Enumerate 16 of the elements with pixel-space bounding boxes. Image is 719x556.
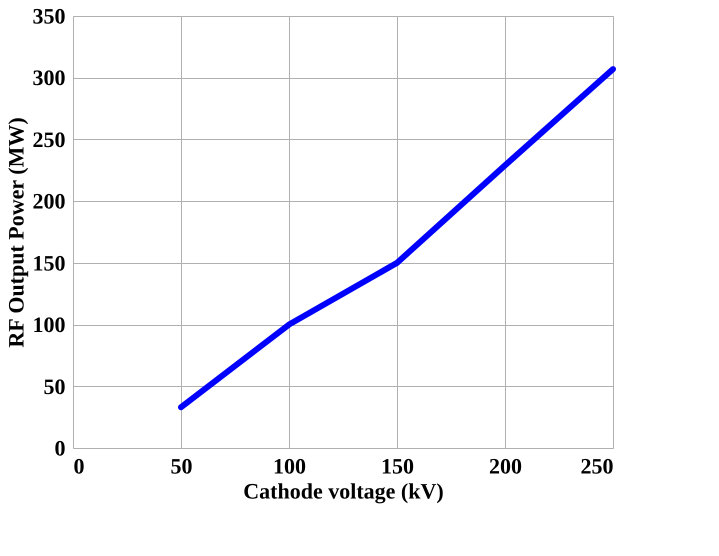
x-tick-label: 50 <box>170 454 192 478</box>
x-tick-label: 200 <box>489 454 522 478</box>
y-axis-title: RF Output Power (MW) <box>4 117 28 348</box>
y-tick-label: 250 <box>32 126 66 152</box>
x-tick-label: 250 <box>580 454 614 478</box>
y-tick-label: 200 <box>32 188 66 214</box>
y-tick-label: 300 <box>32 65 66 90</box>
y-tick-label: 50 <box>44 374 66 399</box>
x-axis-title: Cathode voltage (kV) <box>243 478 444 504</box>
y-tick-label: 350 <box>32 4 66 28</box>
y-tick-label: 150 <box>32 250 66 276</box>
x-tick-label: 100 <box>273 454 306 478</box>
y-tick-label: 100 <box>32 312 66 338</box>
y-tick-label: 0 <box>54 436 66 460</box>
x-tick-label: 0 <box>74 454 84 478</box>
x-tick-label: 150 <box>381 454 414 478</box>
